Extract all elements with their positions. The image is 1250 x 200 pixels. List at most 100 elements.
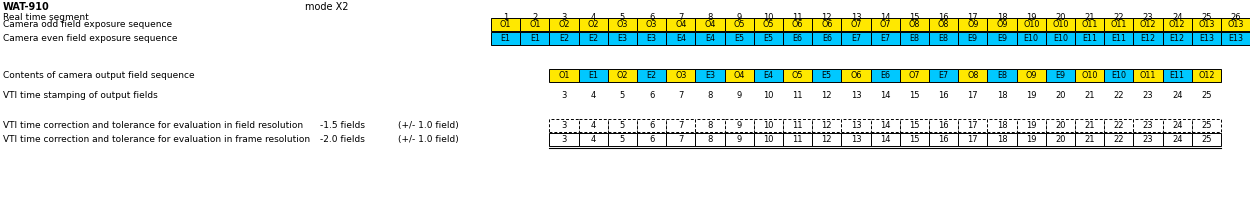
FancyBboxPatch shape [782,133,812,146]
FancyBboxPatch shape [900,18,929,31]
FancyBboxPatch shape [870,18,900,31]
Text: 19: 19 [1026,121,1036,130]
Text: O11: O11 [1140,71,1156,80]
Text: E1: E1 [530,34,540,43]
Text: 7: 7 [678,12,684,21]
FancyBboxPatch shape [959,69,988,82]
Text: 3: 3 [561,121,566,130]
Text: 12: 12 [821,92,832,100]
Text: -1.5 fields: -1.5 fields [320,121,365,130]
Text: E6: E6 [792,34,802,43]
Text: E8: E8 [998,71,1008,80]
Text: 9: 9 [736,92,741,100]
FancyBboxPatch shape [754,18,782,31]
FancyBboxPatch shape [841,119,870,132]
Text: O1: O1 [529,20,540,29]
Text: (+/- 1.0 field): (+/- 1.0 field) [398,135,459,144]
FancyBboxPatch shape [579,119,608,132]
FancyBboxPatch shape [1046,69,1075,82]
FancyBboxPatch shape [782,18,812,31]
Text: 7: 7 [678,121,684,130]
Text: 26: 26 [1230,12,1241,21]
FancyBboxPatch shape [841,133,870,146]
FancyBboxPatch shape [550,18,579,31]
Text: 24: 24 [1172,12,1182,21]
Text: O4: O4 [704,20,716,29]
Text: 12: 12 [821,135,832,144]
FancyBboxPatch shape [782,119,812,132]
FancyBboxPatch shape [1075,18,1104,31]
FancyBboxPatch shape [1162,133,1191,146]
FancyBboxPatch shape [870,69,900,82]
Text: 23: 23 [1142,92,1154,100]
Text: 11: 11 [792,92,802,100]
Text: 1: 1 [503,12,509,21]
Text: E9: E9 [968,34,978,43]
FancyBboxPatch shape [782,69,812,82]
FancyBboxPatch shape [959,32,988,45]
FancyBboxPatch shape [725,133,754,146]
Text: 16: 16 [939,121,949,130]
Text: 3: 3 [561,12,566,21]
Text: 21: 21 [1084,12,1095,21]
Text: E7: E7 [939,71,949,80]
FancyBboxPatch shape [1191,18,1221,31]
Text: 3: 3 [561,92,566,100]
FancyBboxPatch shape [754,69,782,82]
Text: 5: 5 [620,121,625,130]
FancyBboxPatch shape [608,18,638,31]
Text: 4: 4 [590,12,596,21]
Text: 12: 12 [821,12,832,21]
Text: 24: 24 [1172,92,1182,100]
FancyBboxPatch shape [666,32,695,45]
Text: VTI time stamping of output fields: VTI time stamping of output fields [2,92,158,100]
Text: 5: 5 [620,92,625,100]
Text: 23: 23 [1142,121,1154,130]
Text: E8: E8 [939,34,949,43]
FancyBboxPatch shape [1075,133,1104,146]
FancyBboxPatch shape [666,133,695,146]
Text: 11: 11 [792,135,802,144]
Text: E4: E4 [676,34,686,43]
Text: 10: 10 [764,121,774,130]
FancyBboxPatch shape [638,18,666,31]
FancyBboxPatch shape [695,18,725,31]
Text: E2: E2 [646,71,656,80]
Text: 21: 21 [1084,92,1095,100]
Text: O13: O13 [1199,20,1215,29]
Text: 18: 18 [996,135,1008,144]
FancyBboxPatch shape [725,32,754,45]
Text: E11: E11 [1111,34,1126,43]
Text: 18: 18 [996,12,1008,21]
Text: 8: 8 [707,12,712,21]
FancyBboxPatch shape [812,18,841,31]
FancyBboxPatch shape [579,18,608,31]
Text: 13: 13 [851,121,861,130]
FancyBboxPatch shape [754,133,782,146]
FancyBboxPatch shape [638,119,666,132]
Text: 25: 25 [1201,135,1211,144]
FancyBboxPatch shape [520,32,550,45]
Text: 8: 8 [707,92,712,100]
FancyBboxPatch shape [841,18,870,31]
FancyBboxPatch shape [666,18,695,31]
Text: VTI time correction and tolerance for evaluation in field resolution: VTI time correction and tolerance for ev… [2,121,304,130]
Text: E7: E7 [851,34,861,43]
Text: 25: 25 [1201,121,1211,130]
Text: 20: 20 [1055,135,1066,144]
FancyBboxPatch shape [988,32,1016,45]
FancyBboxPatch shape [900,133,929,146]
Text: VTI time correction and tolerance for evaluation in frame resolution: VTI time correction and tolerance for ev… [2,135,310,144]
Text: E2: E2 [559,34,569,43]
FancyBboxPatch shape [1016,32,1046,45]
FancyBboxPatch shape [666,69,695,82]
FancyBboxPatch shape [666,119,695,132]
FancyBboxPatch shape [550,69,579,82]
FancyBboxPatch shape [841,32,870,45]
FancyBboxPatch shape [1016,133,1046,146]
FancyBboxPatch shape [608,133,638,146]
Text: 8: 8 [707,121,712,130]
Text: E7: E7 [880,34,890,43]
Text: O4: O4 [675,20,686,29]
FancyBboxPatch shape [812,119,841,132]
